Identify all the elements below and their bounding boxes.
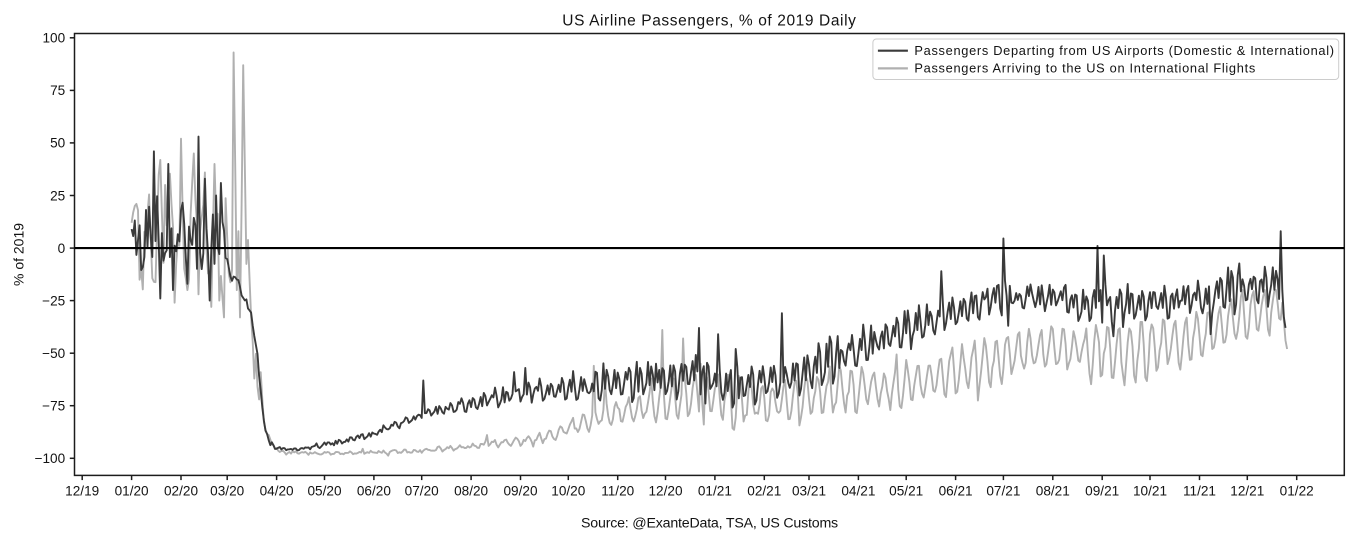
svg-text:01/20: 01/20 [115, 484, 149, 499]
svg-text:100: 100 [43, 31, 66, 46]
svg-text:Passengers Arriving to the US: Passengers Arriving to the US on Interna… [914, 61, 1256, 76]
svg-text:02/21: 02/21 [747, 484, 781, 499]
svg-text:−100: −100 [35, 451, 66, 466]
svg-text:10/20: 10/20 [551, 484, 585, 499]
svg-text:10/21: 10/21 [1133, 484, 1167, 499]
svg-text:08/20: 08/20 [454, 484, 488, 499]
svg-text:12/21: 12/21 [1230, 484, 1264, 499]
svg-text:06/20: 06/20 [357, 484, 391, 499]
svg-text:03/21: 03/21 [792, 484, 826, 499]
svg-text:08/21: 08/21 [1036, 484, 1070, 499]
svg-text:06/21: 06/21 [939, 484, 973, 499]
svg-text:01/22: 01/22 [1280, 484, 1314, 499]
svg-text:25: 25 [50, 188, 65, 203]
svg-text:−25: −25 [42, 293, 65, 308]
svg-text:% of 2019: % of 2019 [10, 223, 26, 286]
svg-text:12/19: 12/19 [65, 484, 99, 499]
svg-text:−75: −75 [42, 399, 65, 414]
svg-text:07/20: 07/20 [405, 484, 439, 499]
svg-text:05/21: 05/21 [889, 484, 923, 499]
svg-text:11/21: 11/21 [1183, 484, 1216, 499]
svg-text:11/20: 11/20 [601, 484, 634, 499]
svg-text:Source: @ExanteData, TSA, US C: Source: @ExanteData, TSA, US Customs [581, 515, 838, 531]
svg-text:04/20: 04/20 [260, 484, 294, 499]
svg-text:07/21: 07/21 [986, 484, 1020, 499]
svg-text:−50: −50 [42, 346, 65, 361]
svg-text:01/21: 01/21 [698, 484, 732, 499]
svg-text:US Airline Passengers, % of 20: US Airline Passengers, % of 2019 Daily [562, 13, 856, 30]
svg-text:Passengers Departing from US A: Passengers Departing from US Airports (D… [914, 43, 1334, 58]
svg-text:75: 75 [50, 83, 65, 98]
svg-text:50: 50 [50, 136, 66, 151]
svg-text:03/20: 03/20 [210, 484, 244, 499]
svg-text:09/20: 09/20 [503, 484, 537, 499]
svg-text:0: 0 [58, 241, 66, 256]
svg-text:04/21: 04/21 [841, 484, 875, 499]
svg-text:09/21: 09/21 [1085, 484, 1119, 499]
svg-text:02/20: 02/20 [164, 484, 198, 499]
svg-text:05/20: 05/20 [307, 484, 341, 499]
svg-text:12/20: 12/20 [648, 484, 682, 499]
